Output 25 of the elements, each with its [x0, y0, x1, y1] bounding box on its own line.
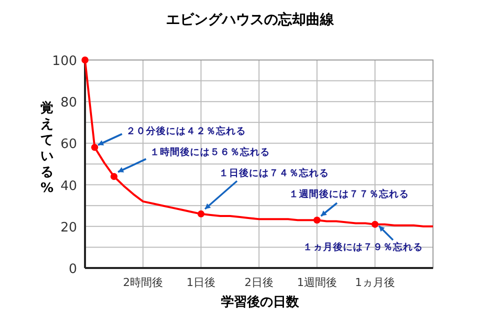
x-tick-label: 2日後: [244, 276, 274, 289]
y-tick-label: 20: [60, 220, 77, 236]
x-tick-label: 1週間後: [297, 276, 337, 289]
annotation: １週間後には７７％忘れる: [289, 188, 409, 200]
point: [82, 56, 88, 64]
annotation: １日後には７４％忘れる: [219, 167, 329, 179]
annotation: ２０分後には４２％忘れる: [126, 125, 246, 137]
point: [91, 144, 98, 151]
annotation: １時間後には５６％忘れる: [150, 146, 270, 158]
y-tick-label: 40: [60, 178, 77, 194]
point: [314, 216, 320, 224]
point: [198, 210, 204, 218]
y-axis-title: 覚えている%: [40, 100, 54, 196]
x-axis-title: 学習後の日数: [221, 294, 300, 310]
y-tick-label: 80: [60, 96, 77, 111]
y-tick-label: 0: [68, 262, 77, 277]
x-tick-label: 2時間後: [123, 276, 163, 289]
y-tick-label: 100: [52, 54, 77, 69]
x-tick-label: 1ヵ月後: [355, 276, 395, 289]
point: [372, 220, 378, 228]
y-tick-label: 60: [60, 137, 77, 152]
chart-title: エビングハウスの忘却曲線: [166, 11, 335, 28]
annotation: １ヵ月後には７９％忘れる: [303, 241, 423, 253]
point: [110, 172, 118, 180]
x-tick-label: 1日後: [186, 276, 216, 289]
